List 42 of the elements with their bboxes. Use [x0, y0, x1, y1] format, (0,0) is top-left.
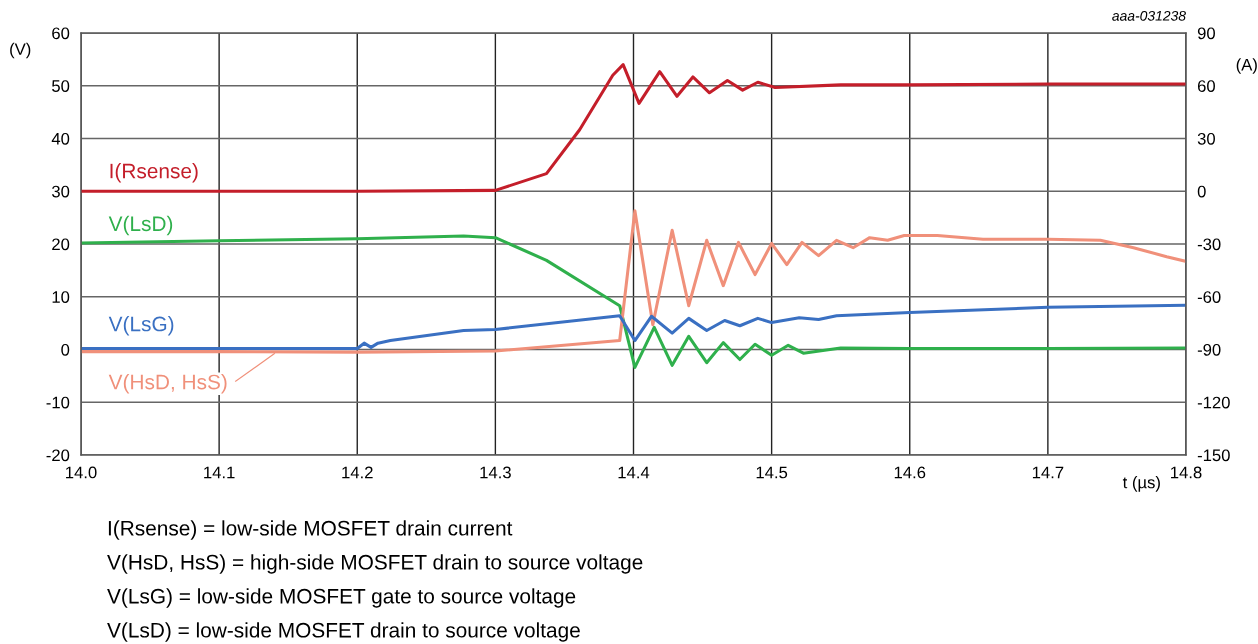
- y-tick-label: 30: [51, 185, 70, 198]
- y-tick-label: 20: [52, 238, 70, 251]
- y2-tick-label: -60: [1197, 291, 1221, 303]
- line-series: [81, 63, 1186, 193]
- text: V(HsD, HsS) = high-side MOSFET drain to source voltage: [107, 554, 643, 574]
- y-tick-label: 50: [52, 80, 70, 92]
- y2-tick-label: -120: [1197, 396, 1230, 409]
- text: V(LsG) = low-side MOSFET gate to source voltage: [107, 588, 576, 608]
- series-label: V(LsG): [108, 316, 174, 336]
- x-tick-label: 14.3: [480, 466, 511, 479]
- x-tick-label: 14.1: [204, 466, 235, 479]
- series-label: V(LsD): [108, 215, 173, 236]
- line-series: [81, 303, 1186, 350]
- y2-tick-label: -150: [1197, 449, 1230, 462]
- x-tick-label: 14.2: [342, 466, 373, 479]
- y2-tick-label: 30: [1197, 132, 1215, 145]
- text: I(Rsense) = low-side MOSFET drain current: [108, 520, 513, 540]
- y2-axis-title: (A): [1236, 58, 1257, 74]
- x-tick-label: 14.8: [1171, 466, 1202, 479]
- x-tick-label: 14.0: [66, 466, 97, 479]
- y-tick-label: -10: [46, 396, 70, 409]
- y-axis-title: (V): [10, 42, 31, 59]
- y2-tick-label: -90: [1197, 343, 1221, 356]
- y2-tick-label: 90: [1197, 27, 1215, 40]
- y2-tick-label: -30: [1197, 238, 1221, 251]
- y-tick-label: 60: [52, 27, 70, 40]
- y-tick-label: 0: [61, 343, 70, 356]
- x-tick-label: 14.6: [894, 466, 926, 479]
- y2-tick-label: 0: [1197, 185, 1206, 198]
- series-label: I(Rsense): [110, 163, 198, 183]
- text: V(LsD) = low-side MOSFET drain to source voltage: [107, 622, 580, 642]
- y2-tick-label: 60: [1197, 80, 1215, 92]
- line-series: [81, 234, 1186, 369]
- y-tick-label: -20: [46, 449, 70, 462]
- text: aaa-031238: [1112, 10, 1186, 21]
- x-tick-label: 14.7: [1032, 466, 1064, 479]
- x-tick-label: 14.4: [618, 466, 650, 479]
- y-tick-label: 40: [51, 132, 70, 145]
- x-axis-title: t (µs): [1122, 476, 1160, 492]
- y-tick-label: 10: [52, 291, 70, 303]
- series-label: V(HsD, HsS): [108, 374, 227, 394]
- x-tick-label: 14.5: [756, 466, 788, 479]
